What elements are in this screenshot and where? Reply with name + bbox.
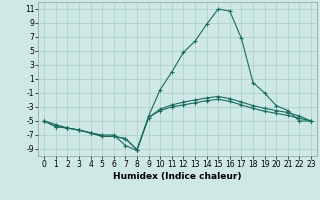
X-axis label: Humidex (Indice chaleur): Humidex (Indice chaleur) xyxy=(113,172,242,181)
